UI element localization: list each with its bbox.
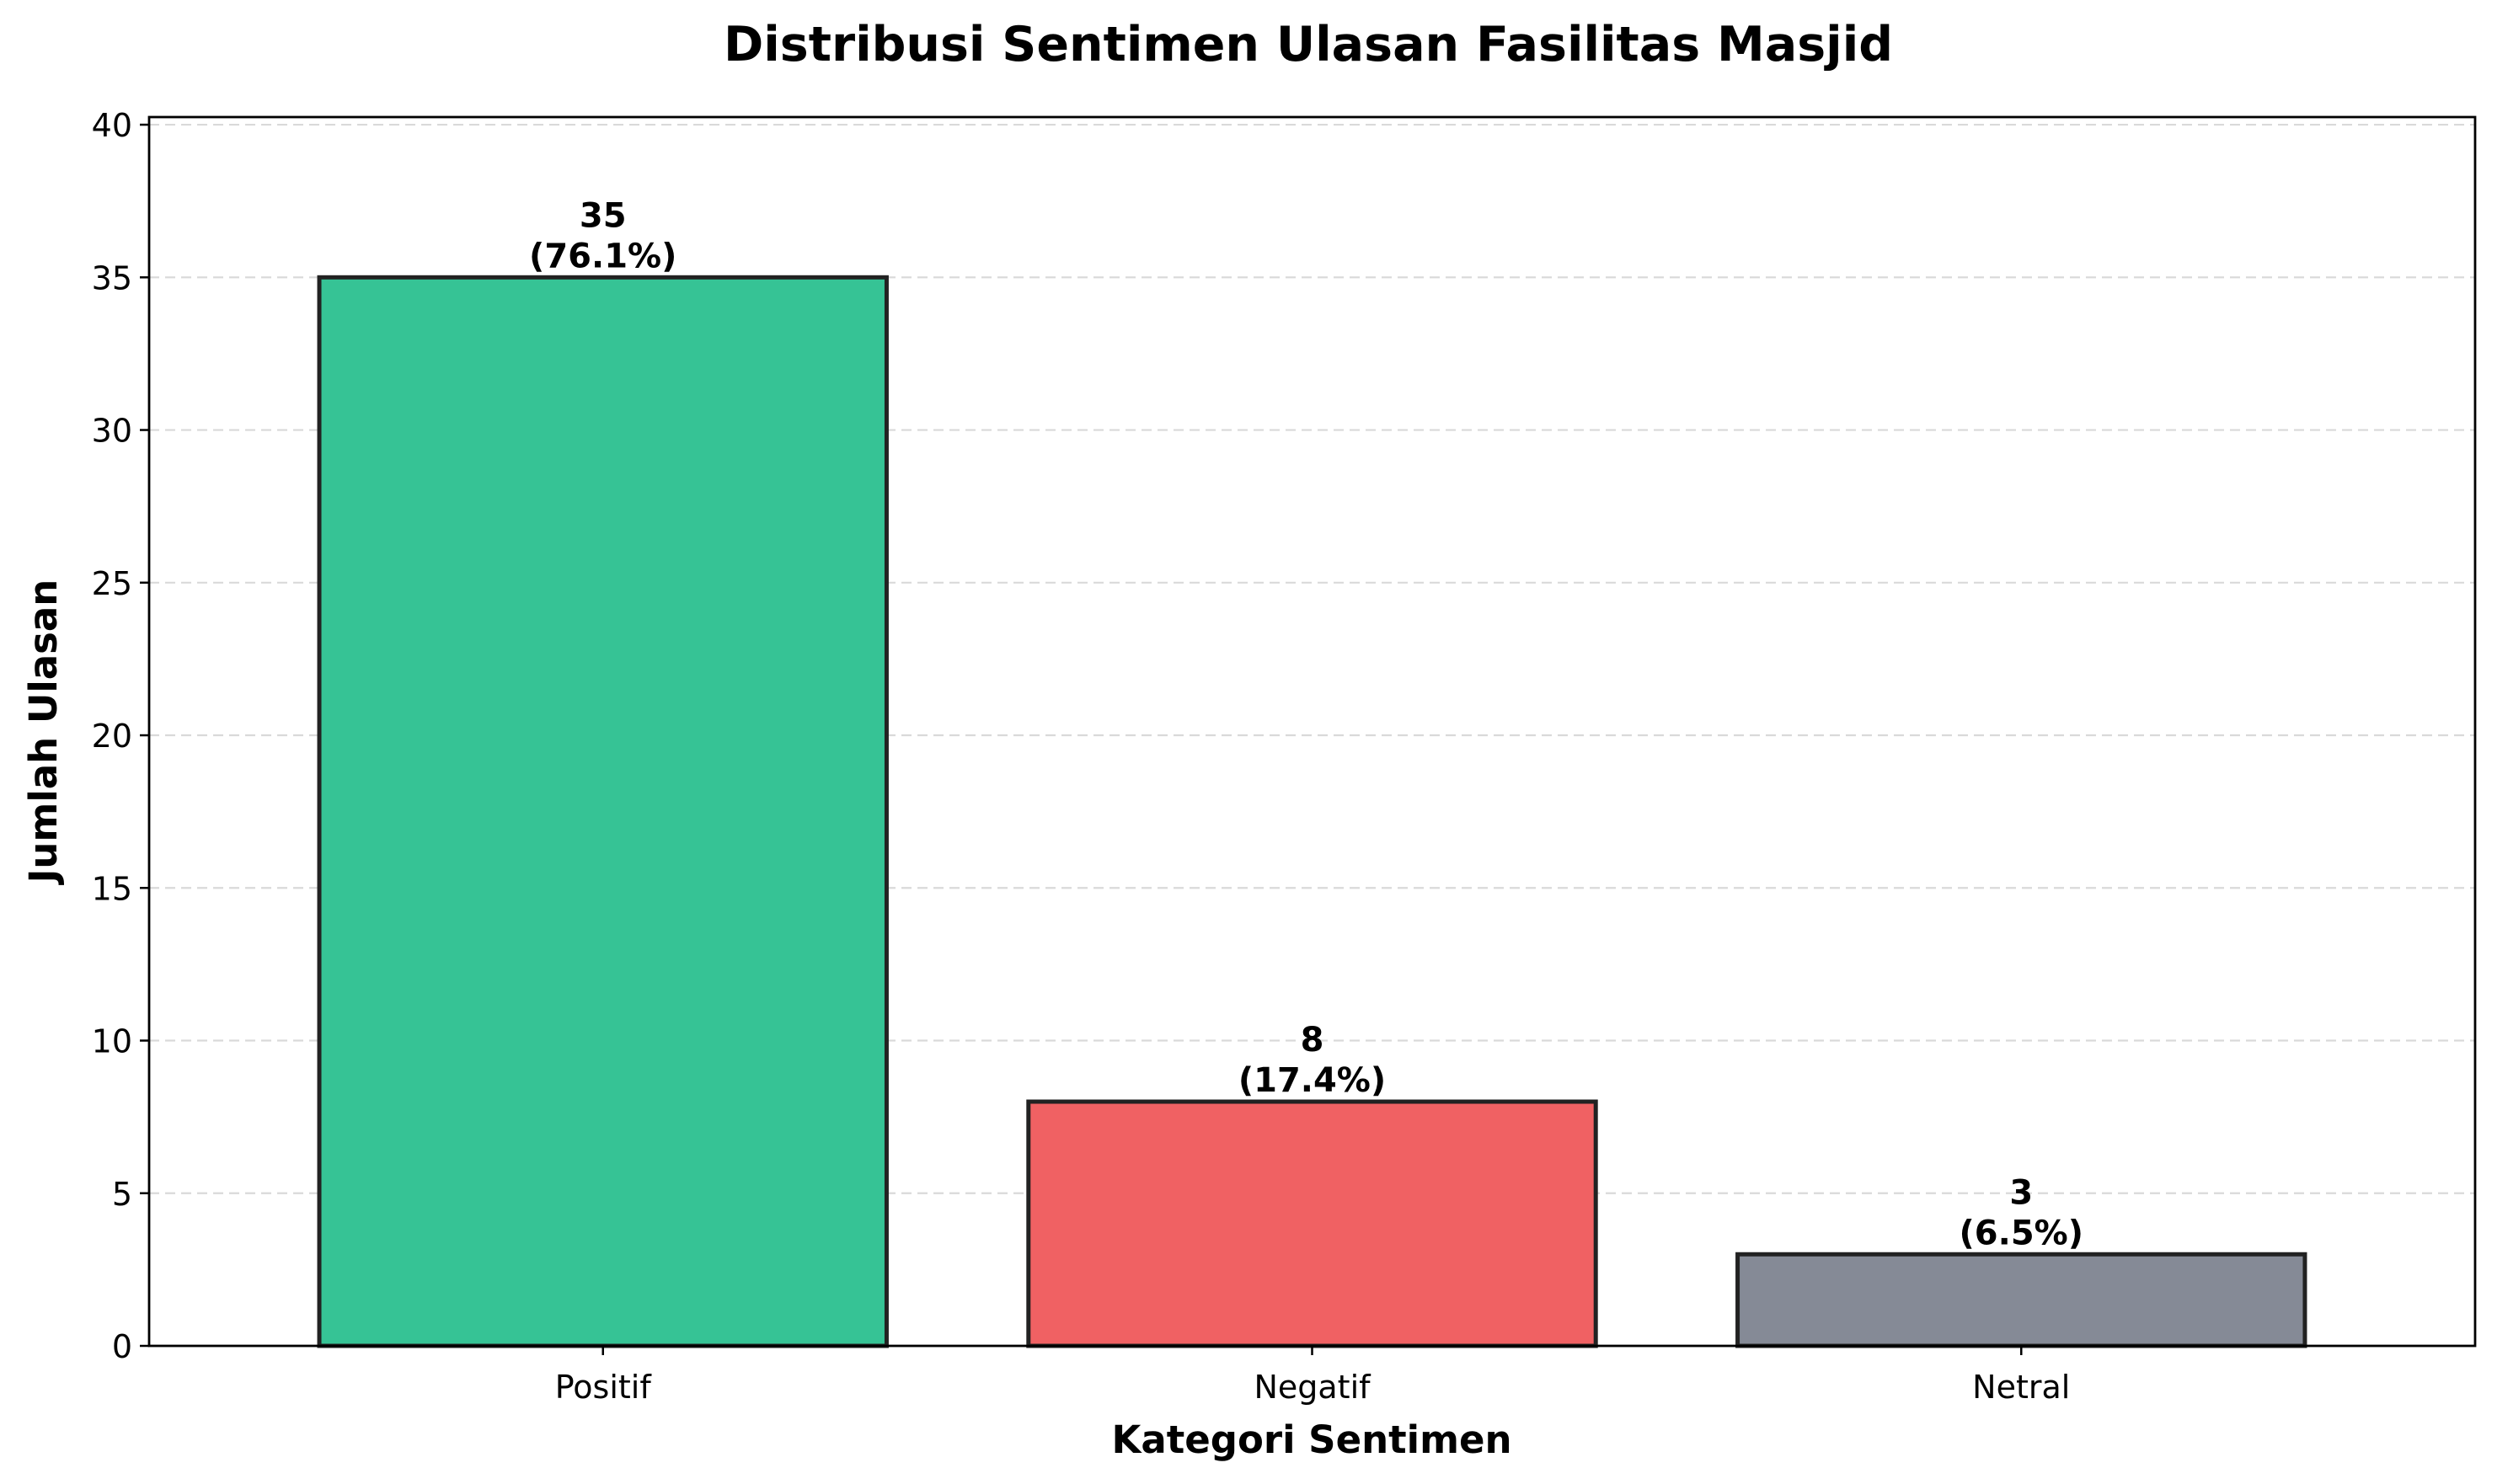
y-tick-label: 25 [92, 565, 132, 602]
data-label-percent-positif: (76.1%) [529, 237, 676, 275]
data-label-percent-negatif: (17.4%) [1238, 1061, 1386, 1100]
x-axis-title: Kategori Sentimen [1111, 1417, 1511, 1462]
data-label-value-netral: 3 [2009, 1173, 2033, 1212]
bar-positif [317, 275, 889, 1348]
bar-netral [1735, 1252, 2307, 1348]
y-tick-label: 5 [112, 1176, 132, 1213]
y-tick-label: 15 [92, 870, 132, 907]
y-tick-label: 10 [92, 1023, 132, 1060]
x-tick-label-netral: Netral [1972, 1369, 2070, 1406]
bars [317, 275, 2307, 1348]
data-label-value-negatif: 8 [1301, 1021, 1324, 1060]
x-tick-label-positif: Positif [555, 1369, 653, 1406]
data-label-value-positif: 35 [580, 196, 627, 235]
y-tick-label: 30 [92, 413, 132, 450]
chart-title: Distribusi Sentimen Ulasan Fasilitas Mas… [724, 17, 1893, 72]
x-axis: Positif Negatif Netral [555, 1346, 2070, 1406]
y-tick-label: 35 [92, 259, 132, 296]
x-tick-label-negatif: Negatif [1254, 1369, 1371, 1406]
y-tick-label: 20 [92, 718, 132, 755]
data-labels: 35(76.1%) 8(17.4%) 3(6.5%) [529, 196, 2083, 1252]
y-tick-label: 40 [92, 107, 132, 144]
bar-negatif [1026, 1099, 1598, 1348]
y-tick-label: 0 [112, 1328, 132, 1365]
y-axis-title: Jumlah Ulasan [21, 579, 66, 886]
data-label-percent-netral: (6.5%) [1960, 1214, 2084, 1252]
y-axis: 0 5 10 15 20 25 30 35 40 [92, 107, 149, 1365]
